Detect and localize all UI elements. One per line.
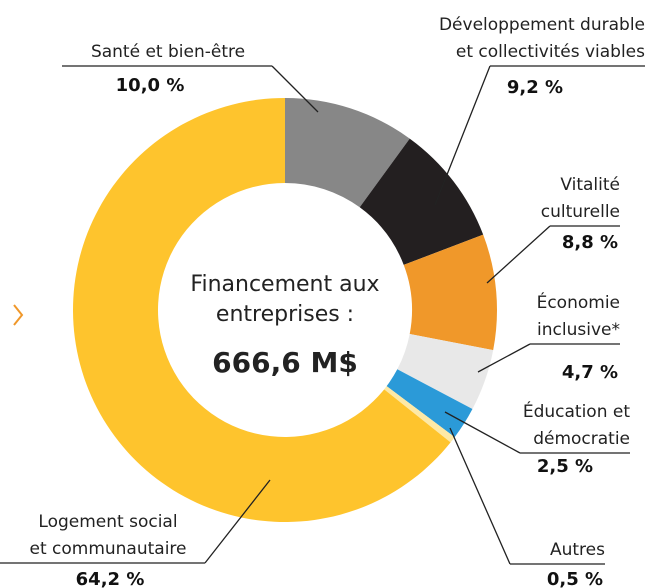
center-label: entreprises : bbox=[216, 302, 354, 327]
segment-label: culturelle bbox=[541, 202, 620, 222]
donut-segment bbox=[384, 386, 455, 443]
decor-chevron bbox=[13, 304, 24, 326]
segment-label: Logement social bbox=[38, 512, 177, 532]
value-label: 4,7 % bbox=[562, 362, 618, 383]
value-label: 64,2 % bbox=[76, 569, 145, 588]
leader-line bbox=[449, 427, 605, 565]
donut-segment bbox=[403, 234, 497, 351]
segment-label: Économie bbox=[537, 291, 620, 313]
segment-label: Vitalité bbox=[560, 175, 620, 195]
value-label: 9,2 % bbox=[507, 77, 563, 98]
donut-segment bbox=[359, 138, 484, 265]
leader-line bbox=[434, 65, 645, 206]
leader-line bbox=[0, 479, 271, 564]
segment-label: et collectivités viables bbox=[456, 42, 645, 62]
center-label: Financement aux bbox=[190, 272, 379, 297]
segment-label: Autres bbox=[550, 540, 605, 560]
leader-line bbox=[477, 343, 620, 373]
leader-line bbox=[486, 225, 620, 284]
value-label: 8,8 % bbox=[562, 232, 618, 253]
value-label: 2,5 % bbox=[537, 456, 593, 477]
leader-line bbox=[444, 411, 630, 454]
segment-label: inclusive* bbox=[537, 320, 620, 340]
donut-segment bbox=[397, 334, 494, 409]
segment-label: Santé et bien-être bbox=[91, 42, 245, 62]
donut-segment bbox=[386, 369, 473, 438]
segment-label: Éducation et bbox=[523, 400, 630, 422]
segment-label: démocratie bbox=[533, 429, 630, 449]
leader-line bbox=[62, 65, 319, 113]
donut-segment bbox=[73, 98, 451, 522]
value-label: 0,5 % bbox=[547, 569, 603, 588]
segment-label: et communautaire bbox=[29, 539, 186, 559]
donut-segment bbox=[285, 98, 410, 208]
value-label: 10,0 % bbox=[116, 75, 185, 96]
center-total: 666,6 M$ bbox=[212, 346, 358, 379]
segment-label: Développement durable bbox=[439, 15, 645, 35]
